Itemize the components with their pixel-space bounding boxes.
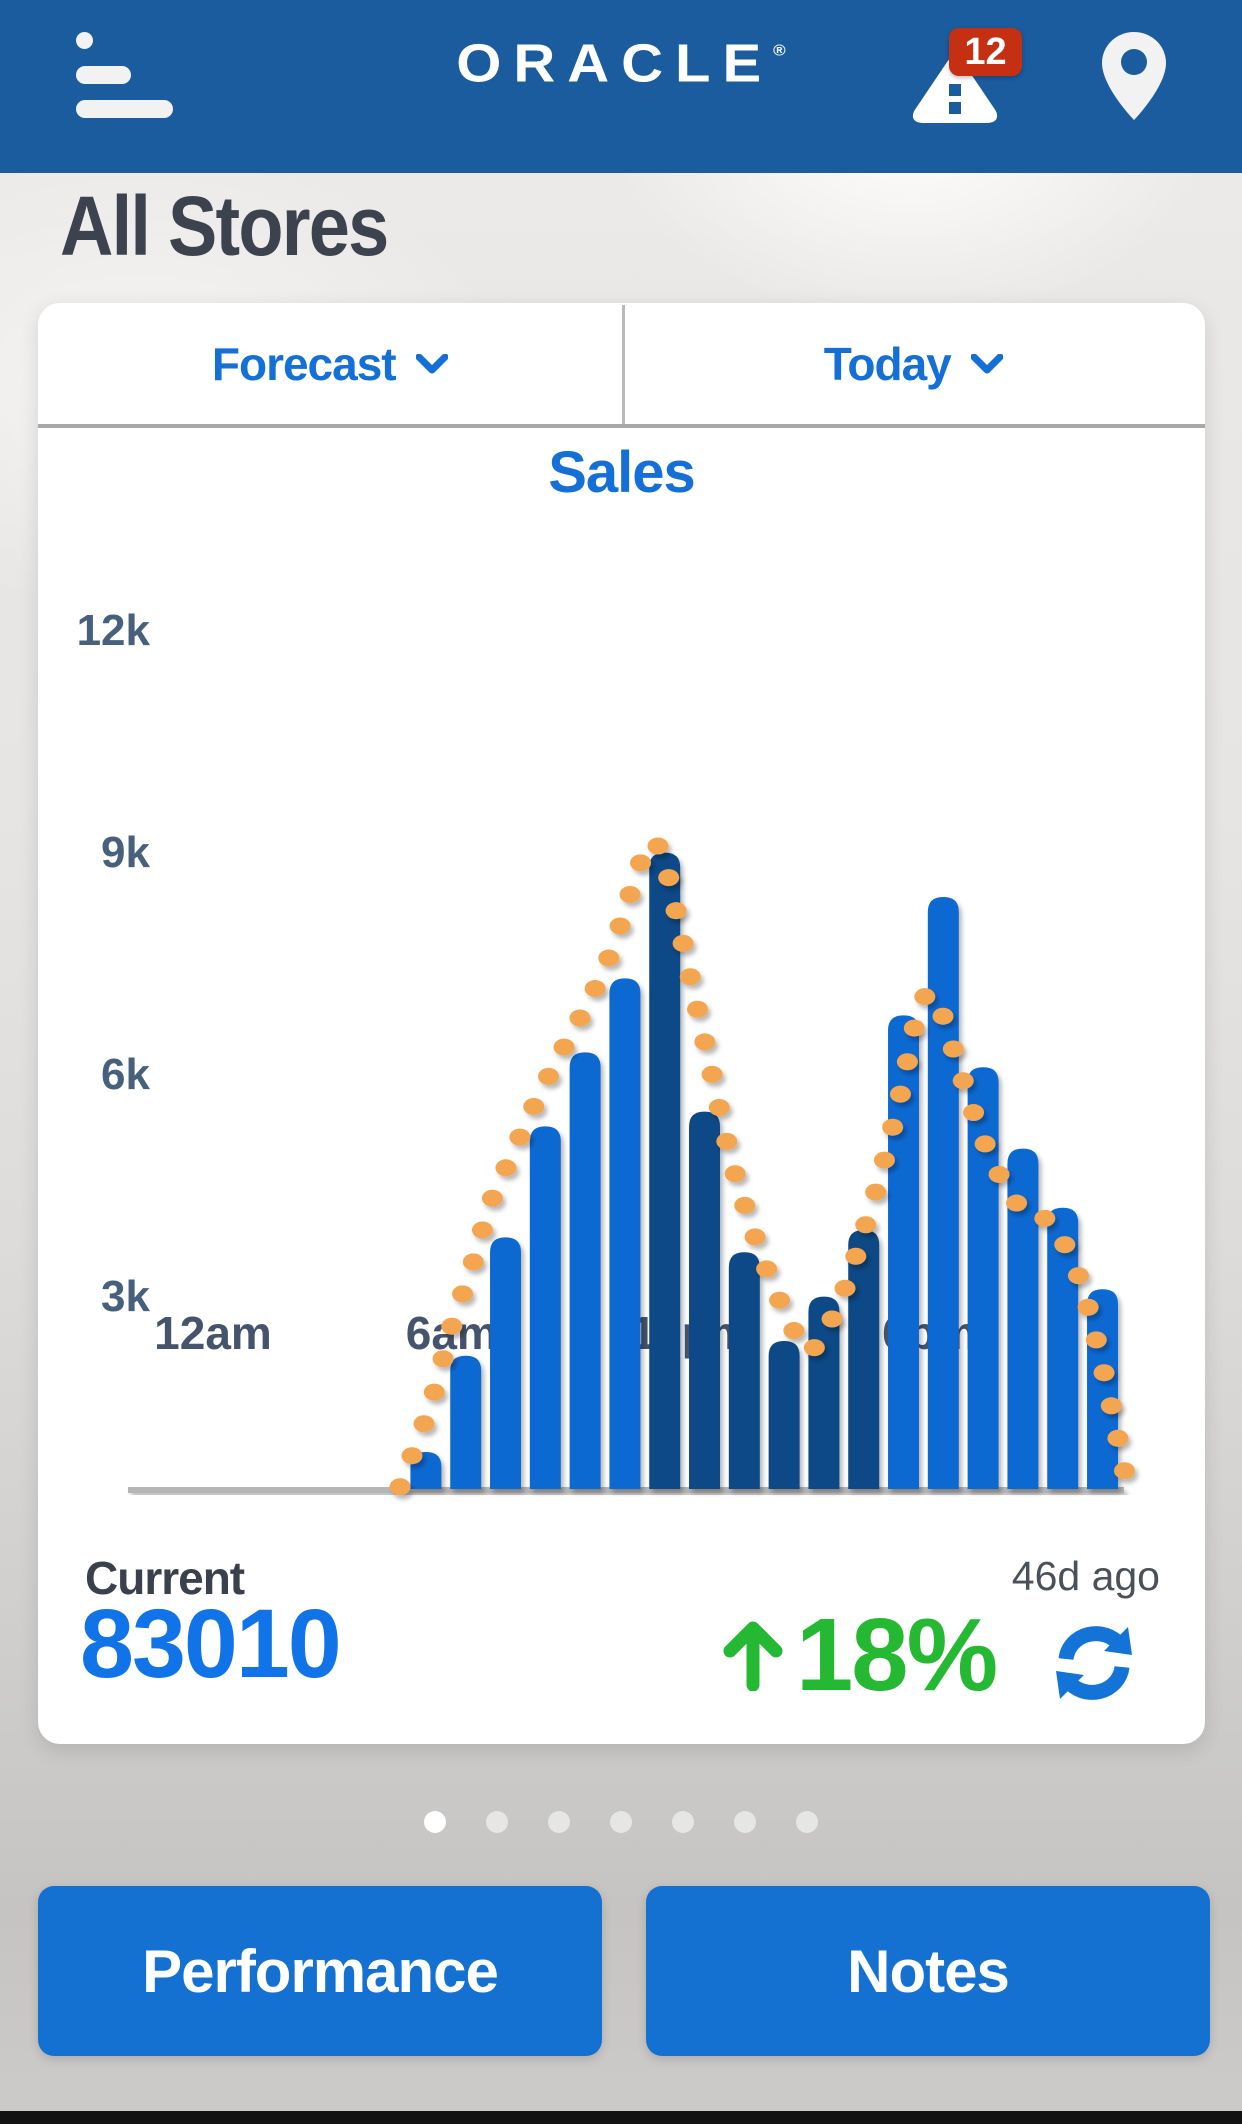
sales-bar-6pm — [927, 897, 959, 1489]
refresh-icon[interactable] — [1050, 1621, 1138, 1705]
period-dropdown[interactable]: Today — [622, 303, 1206, 424]
alerts-button[interactable]: 12 — [905, 20, 1035, 130]
carousel-dot-5[interactable] — [672, 1811, 694, 1833]
filters-divider — [622, 305, 625, 424]
carousel-dot-1[interactable] — [424, 1811, 446, 1833]
menu-icon-bar-long — [76, 100, 173, 118]
location-pin-icon[interactable] — [1098, 30, 1170, 122]
header-bar: ORACLE® 12 — [0, 0, 1242, 173]
page-title: All Stores — [60, 179, 389, 273]
carousel-dot-2[interactable] — [486, 1811, 508, 1833]
performance-button[interactable]: Performance — [38, 1886, 602, 2056]
chart-title: Sales — [548, 440, 696, 505]
chevron-down-icon — [970, 353, 1003, 373]
x-tick-label: 12am — [154, 1307, 272, 1359]
sales-bar-7pm — [967, 1067, 999, 1489]
sales-bar-10am — [609, 978, 641, 1489]
menu-icon[interactable] — [76, 30, 196, 122]
carousel-dots — [0, 1811, 1242, 1833]
carousel-dot-7[interactable] — [796, 1811, 818, 1833]
sales-bar-1pm — [728, 1252, 760, 1489]
sales-bar-12pm — [689, 1111, 721, 1489]
sales-bar-2pm — [768, 1341, 800, 1489]
carousel-dot-6[interactable] — [734, 1811, 756, 1833]
sales-bar-8am — [529, 1126, 561, 1489]
delta-block: 18% — [718, 1597, 998, 1712]
notes-button[interactable]: Notes — [646, 1886, 1210, 2056]
metric-dropdown[interactable]: Forecast — [38, 303, 622, 424]
sales-bar-11am — [649, 852, 681, 1489]
current-label: Current — [85, 1552, 245, 1604]
sales-bar-4pm — [848, 1230, 880, 1489]
sales-chart: 12k9k6k3k12am6am12pm6pm — [77, 606, 1136, 1496]
sales-bar-8pm — [1007, 1148, 1039, 1489]
metric-dropdown-label: Forecast — [211, 337, 397, 390]
arrow-up-icon — [723, 1621, 783, 1691]
filters-row: Forecast Today — [38, 303, 1205, 424]
carousel-dot-3[interactable] — [548, 1811, 570, 1833]
carousel-dot-4[interactable] — [610, 1811, 632, 1833]
sales-card: 12k9k6k3k12am6am12pm6pm Forecast Today S… — [38, 303, 1205, 1744]
registered-mark: ® — [773, 41, 786, 60]
y-tick-label: 6k — [101, 1050, 150, 1099]
sales-bar-9am — [569, 1052, 601, 1489]
bottom-edge-strip — [0, 2111, 1242, 2124]
sales-bar-10pm — [1087, 1289, 1119, 1489]
oracle-logo: ORACLE® — [456, 33, 786, 94]
y-tick-label: 9k — [101, 828, 150, 877]
y-tick-label: 3k — [101, 1272, 150, 1321]
sales-bar-6am — [450, 1355, 482, 1489]
menu-icon-bar-short — [76, 66, 131, 84]
chevron-down-icon — [415, 353, 448, 373]
y-tick-label: 12k — [77, 606, 151, 655]
sales-bar-7am — [490, 1237, 522, 1489]
delta-value: 18% — [796, 1597, 998, 1712]
card-divider — [38, 424, 1205, 428]
period-dropdown-label: Today — [823, 337, 952, 390]
current-value: 83010 — [80, 1589, 342, 1698]
data-age: 46d ago — [1011, 1553, 1160, 1599]
menu-icon-dot — [76, 32, 93, 49]
alert-count-badge: 12 — [949, 28, 1022, 76]
